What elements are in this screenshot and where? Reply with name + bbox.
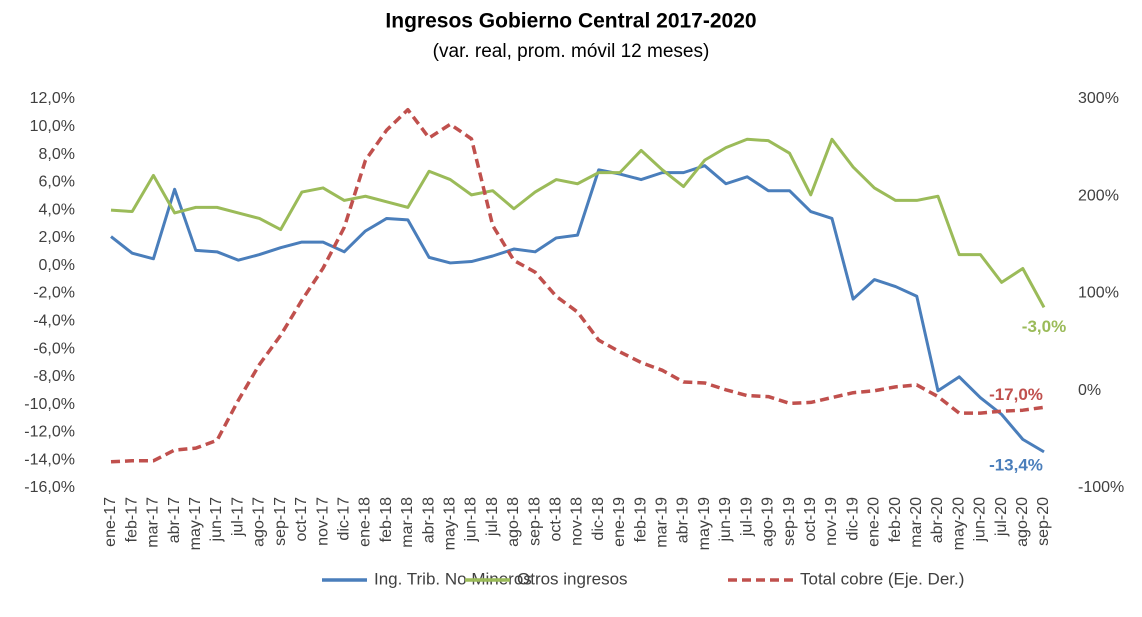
y-tick-label: 4,0%	[39, 201, 75, 218]
x-tick-label: abr-20	[929, 497, 946, 543]
x-tick-label: nov-18	[569, 497, 586, 546]
x-tick-label: ene-20	[866, 497, 883, 547]
y2-tick-label: 300%	[1078, 90, 1119, 107]
x-tick-label: oct-17	[293, 497, 310, 542]
x-tick-label: ene-18	[357, 497, 374, 547]
y-tick-label: 2,0%	[39, 229, 75, 246]
legend-label: Otros ingresos	[517, 569, 628, 588]
y-tick-label: 12,0%	[30, 90, 75, 107]
x-tick-label: oct-18	[548, 497, 565, 542]
x-tick-label: jul-17	[229, 497, 246, 537]
x-tick-label: sep-19	[781, 497, 798, 546]
series-line	[110, 137, 1046, 309]
x-tick-label: sep-20	[1035, 497, 1052, 546]
x-tick-label: feb-18	[378, 497, 395, 542]
x-tick-label: jun-20	[972, 497, 989, 543]
x-tick-label: ene-17	[102, 497, 119, 547]
x-tick-label: nov-19	[823, 497, 840, 546]
legend-label: Ing. Trib. No Mineros	[374, 569, 532, 588]
data-label: -3,0%	[1022, 317, 1066, 336]
y2-tick-label: -100%	[1078, 479, 1124, 496]
y-tick-label: -6,0%	[33, 340, 75, 357]
x-tick-label: nov-17	[314, 497, 331, 546]
x-tick-label: feb-19	[632, 497, 649, 542]
legend-label: Total cobre (Eje. Der.)	[800, 569, 964, 588]
x-tick-label: mar-20	[908, 497, 925, 548]
x-tick-label: mar-17	[145, 497, 162, 548]
x-tick-label: dic-18	[590, 497, 607, 541]
y-tick-label: -12,0%	[24, 424, 75, 441]
y-tick-label: 0,0%	[39, 257, 75, 274]
x-tick-label: feb-17	[123, 497, 140, 542]
y-tick-label: -10,0%	[24, 396, 75, 413]
x-tick-label: ago-20	[1014, 497, 1031, 547]
x-tick-label: abr-19	[675, 497, 692, 543]
y2-tick-label: 100%	[1078, 285, 1119, 302]
y2-tick-label: 200%	[1078, 187, 1119, 204]
series-line	[110, 107, 1045, 464]
data-label: -17,0%	[989, 385, 1043, 404]
x-tick-label: mar-18	[399, 497, 416, 548]
x-tick-label: sep-17	[272, 497, 289, 546]
x-tick-label: feb-20	[887, 497, 904, 542]
x-tick-label: dic-17	[335, 497, 352, 541]
x-tick-label: jul-18	[484, 497, 501, 537]
y-tick-label: -14,0%	[24, 451, 75, 468]
x-tick-label: jul-20	[993, 497, 1010, 537]
x-tick-label: ago-19	[760, 497, 777, 547]
y-tick-label: 8,0%	[39, 146, 75, 163]
chart-subtitle: (var. real, prom. móvil 12 meses)	[433, 41, 710, 62]
x-tick-label: oct-19	[802, 497, 819, 542]
x-tick-label: ago-18	[505, 497, 522, 547]
y-tick-label: -2,0%	[33, 285, 75, 302]
data-label: -13,4%	[989, 455, 1043, 474]
x-tick-label: may-19	[696, 497, 713, 550]
x-tick-label: abr-18	[420, 497, 437, 543]
chart-title: Ingresos Gobierno Central 2017-2020	[385, 10, 756, 33]
x-tick-label: jun-19	[717, 497, 734, 543]
x-tick-label: jun-18	[463, 497, 480, 543]
x-tick-label: may-20	[950, 497, 967, 550]
y-tick-label: -4,0%	[33, 313, 75, 330]
y-tick-label: -8,0%	[33, 368, 75, 385]
y2-tick-label: 0%	[1078, 382, 1101, 399]
y-tick-label: 6,0%	[39, 174, 75, 191]
x-tick-label: jul-19	[738, 497, 755, 537]
y-tick-label: -16,0%	[24, 479, 75, 496]
x-tick-label: may-17	[187, 497, 204, 550]
x-tick-label: ago-17	[251, 497, 268, 547]
x-tick-label: jun-17	[208, 497, 225, 543]
x-tick-label: dic-19	[844, 497, 861, 541]
x-tick-label: ene-19	[611, 497, 628, 547]
x-tick-label: sep-18	[526, 497, 543, 546]
x-tick-label: may-18	[441, 497, 458, 550]
x-tick-label: abr-17	[166, 497, 183, 543]
series-line	[110, 164, 1045, 454]
y-tick-label: 10,0%	[30, 118, 75, 135]
x-tick-label: mar-19	[654, 497, 671, 548]
